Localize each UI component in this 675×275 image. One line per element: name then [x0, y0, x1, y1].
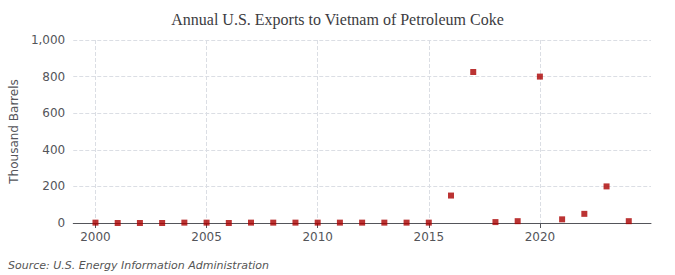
svg-text:800: 800	[42, 70, 65, 84]
svg-text:2020: 2020	[525, 230, 556, 244]
svg-text:2010: 2010	[302, 230, 333, 244]
svg-text:Thousand Barrels: Thousand Barrels	[7, 79, 21, 184]
svg-text:2015: 2015	[414, 230, 445, 244]
svg-text:200: 200	[42, 179, 65, 193]
svg-text:0: 0	[58, 216, 66, 230]
svg-text:2000: 2000	[80, 230, 111, 244]
svg-text:2005: 2005	[191, 230, 222, 244]
svg-text:600: 600	[42, 106, 65, 120]
svg-text:Annual U.S. Exports to Vietnam: Annual U.S. Exports to Vietnam of Petrol…	[171, 11, 503, 29]
svg-text:400: 400	[42, 143, 65, 157]
svg-text:1,000: 1,000	[31, 33, 65, 47]
svg-text:Source: U.S. Energy Informatio: Source: U.S. Energy Information Administ…	[8, 259, 269, 272]
